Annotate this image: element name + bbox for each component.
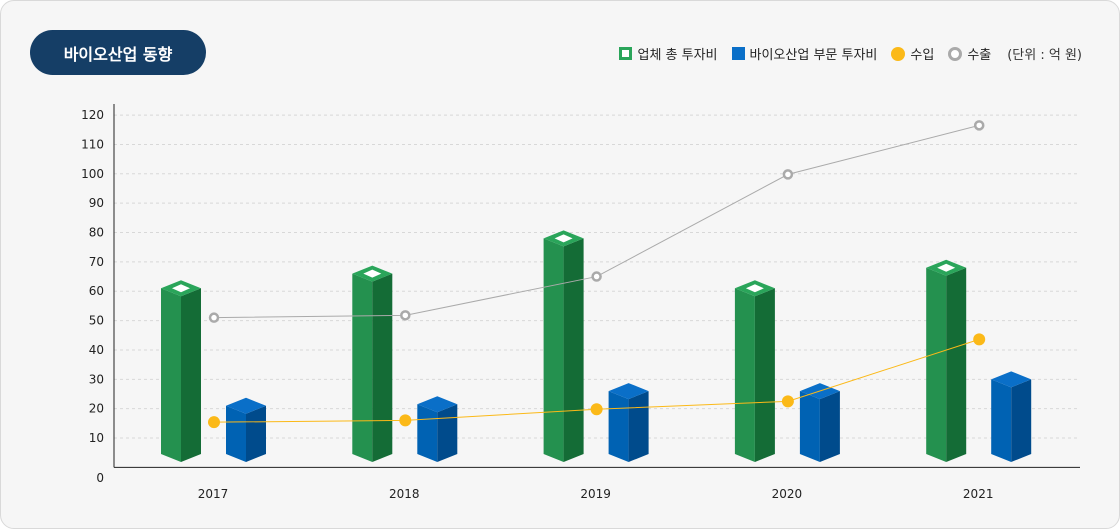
page-title: 바이오산업 동향	[30, 30, 206, 75]
bar-right-face	[946, 267, 967, 462]
import-point	[973, 333, 986, 346]
export-point	[400, 310, 411, 321]
legend-item-import: 수입	[891, 44, 934, 63]
y-tick-label: 70	[89, 255, 104, 269]
export-point	[782, 169, 794, 180]
x-tick-label: 2019	[580, 487, 611, 501]
y-tick-label: 90	[89, 196, 104, 210]
y-tick-label: 80	[89, 226, 104, 240]
bar-left-face	[226, 405, 246, 462]
bar-left-face	[991, 379, 1012, 462]
bio-investment-bar	[799, 383, 840, 462]
y-tick-label: 10	[89, 431, 104, 445]
y-tick-label: 120	[81, 108, 104, 122]
export-point	[591, 271, 602, 282]
unit-label: (단위 : 억 원)	[1007, 48, 1082, 63]
legend-swatch-export	[948, 46, 963, 61]
bar-right-face	[437, 404, 458, 462]
x-tick-label: 2021	[963, 487, 994, 501]
bar-left-face	[608, 391, 629, 462]
bar-left-face	[161, 288, 181, 462]
legend-swatch-total	[619, 47, 633, 60]
export-point	[208, 312, 220, 323]
y-tick-label: 40	[89, 343, 104, 357]
y-tick-label: 0	[96, 471, 104, 485]
import-point	[781, 395, 794, 408]
total-investment-bar	[352, 265, 393, 462]
y-tick-label: 20	[89, 402, 104, 416]
bio-investment-bar	[991, 371, 1032, 462]
bar-left-face	[352, 273, 373, 462]
legend: 업체 총 투자비 바이오산업 부문 투자비 수입 수출 (단위 : 억 원)	[605, 44, 1082, 63]
bar-top-face	[608, 383, 649, 400]
bar-right-face	[628, 391, 649, 462]
y-tick-label: 60	[89, 284, 104, 298]
legend-item-bio: 바이오산업 부문 투자비	[731, 44, 878, 63]
x-tick-label: 2018	[389, 487, 420, 501]
total-investment-bar	[161, 280, 201, 462]
bar-right-face	[819, 391, 840, 462]
bar-top-face	[991, 371, 1032, 388]
legend-label-total: 업체 총 투자비	[637, 48, 718, 63]
bar-left-face	[926, 267, 947, 462]
bar-right-face	[181, 288, 201, 462]
import-point	[590, 403, 603, 416]
bio-investment-bar	[608, 383, 649, 462]
legend-swatch-import	[891, 46, 906, 61]
export-line	[213, 124, 980, 319]
import-point	[208, 416, 220, 429]
bar-right-face	[754, 288, 775, 462]
total-investment-bar	[543, 230, 584, 462]
x-tick-label: 2017	[198, 487, 229, 501]
legend-item-export: 수출	[948, 44, 991, 63]
legend-label-bio: 바이오산업 부문 투자비	[749, 48, 878, 63]
bar-top-marker	[937, 263, 956, 272]
bar-right-face	[563, 238, 584, 462]
bar-top-marker	[554, 234, 573, 243]
bar-top-marker	[172, 284, 190, 293]
export-point	[973, 120, 985, 131]
bio-investment-bar	[226, 397, 266, 462]
bar-left-face	[417, 404, 438, 462]
import-point	[399, 414, 412, 427]
bar-top-face	[417, 396, 458, 413]
legend-swatch-bio	[731, 47, 745, 60]
bar-right-face	[246, 405, 266, 462]
y-tick-label: 100	[81, 167, 104, 181]
legend-label-import: 수입	[910, 48, 935, 63]
y-tick-label: 30	[89, 372, 104, 386]
bar-left-face	[543, 238, 564, 462]
total-investment-bar	[734, 280, 775, 462]
bar-top-marker	[363, 269, 382, 278]
total-investment-bar	[926, 259, 967, 462]
bar-right-face	[372, 273, 393, 462]
legend-label-export: 수출	[967, 48, 992, 63]
legend-item-total: 업체 총 투자비	[619, 44, 718, 63]
bar-top-face	[226, 397, 266, 414]
bar-left-face	[734, 288, 755, 462]
x-tick-label: 2020	[772, 487, 803, 501]
y-tick-label: 110	[81, 137, 104, 151]
bar-right-face	[1011, 379, 1032, 462]
bar-left-face	[799, 391, 820, 462]
y-tick-label: 50	[89, 314, 104, 328]
bar-top-marker	[745, 284, 764, 293]
bio-investment-bar	[417, 396, 458, 462]
